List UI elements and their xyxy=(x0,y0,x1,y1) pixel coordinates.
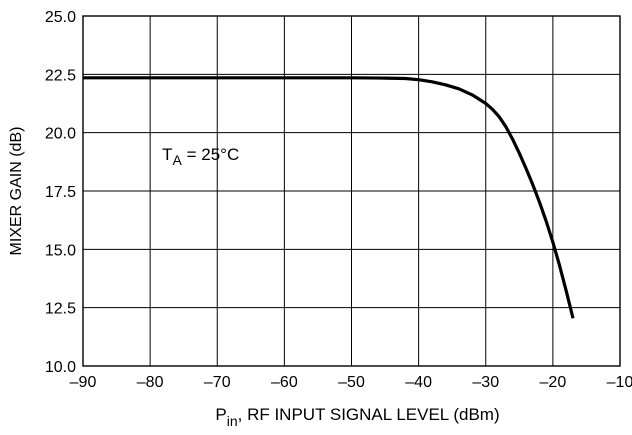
y-axis-ticks: 10.0 12.5 15.0 17.5 20.0 22.5 25.0 xyxy=(45,9,76,376)
y-axis-label: MIXER GAIN (dB) xyxy=(8,127,25,256)
x-tick-label: –90 xyxy=(70,374,97,391)
x-tick-label: –30 xyxy=(472,374,499,391)
y-tick-label: 22.5 xyxy=(45,67,76,84)
y-tick-label: 10.0 xyxy=(45,359,76,376)
series-layer xyxy=(83,76,575,319)
x-tick-label: –70 xyxy=(204,374,231,391)
x-axis-label-main: P xyxy=(215,405,226,424)
x-tick-label: –20 xyxy=(540,374,567,391)
y-tick-label: 15.0 xyxy=(45,242,76,259)
plot-area-frame xyxy=(82,15,621,367)
grid xyxy=(83,16,620,366)
temperature-annotation: TA = 25°C xyxy=(162,145,239,168)
x-axis-label-subscript: in xyxy=(227,413,238,429)
x-axis-label-rest: , RF INPUT SIGNAL LEVEL (dBm) xyxy=(238,405,500,424)
annotation-main: T xyxy=(162,145,172,164)
x-tick-label: –50 xyxy=(338,374,365,391)
x-tick-label: –60 xyxy=(271,374,298,391)
series-line xyxy=(83,76,575,319)
y-tick-label: 25.0 xyxy=(45,9,76,26)
y-tick-label: 20.0 xyxy=(45,126,76,143)
x-tick-label: –40 xyxy=(405,374,432,391)
annotation-subscript: A xyxy=(173,152,183,168)
annotation-rest: = 25°C xyxy=(182,145,239,164)
x-axis-label: Pin, RF INPUT SIGNAL LEVEL (dBm) xyxy=(215,405,499,429)
x-tick-label: –10 xyxy=(607,374,632,391)
x-tick-label: –80 xyxy=(137,374,164,391)
y-tick-label: 17.5 xyxy=(45,184,76,201)
x-axis-ticks: –90 –80 –70 –60 –50 –40 –30 –20 –10 xyxy=(70,374,632,391)
y-tick-label: 12.5 xyxy=(45,301,76,318)
